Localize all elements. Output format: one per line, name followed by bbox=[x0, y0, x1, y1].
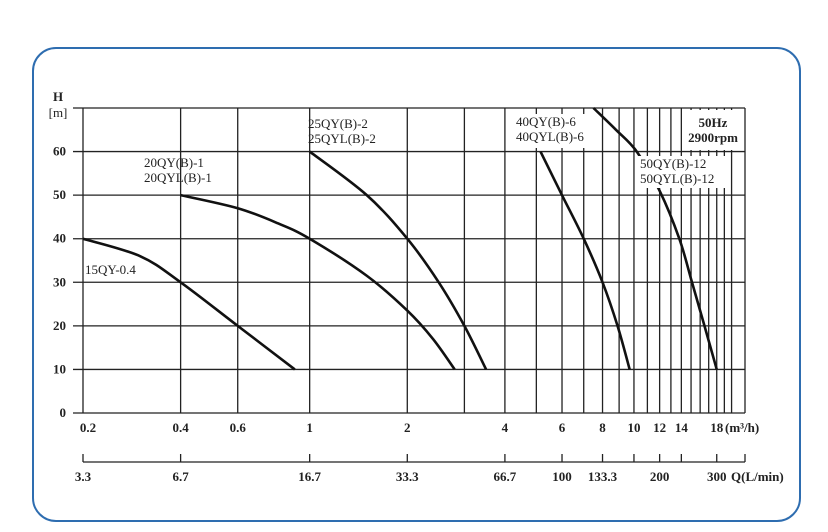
y-tick-label: 10 bbox=[53, 361, 66, 376]
curve-label: 25QY(B)-2 bbox=[308, 116, 368, 131]
curve-label: 40QYL(B)-6 bbox=[516, 129, 584, 144]
y-tick-label: 60 bbox=[53, 144, 66, 159]
x-tick-label: 18 bbox=[710, 420, 724, 435]
x-tick-label: 1 bbox=[306, 420, 313, 435]
curve-label: 50QY(B)-12 bbox=[640, 156, 706, 171]
x-tick-label: 0.2 bbox=[80, 420, 96, 435]
frequency-label: 50Hz bbox=[699, 115, 728, 130]
spec-background bbox=[683, 110, 744, 150]
x-tick-label: 2 bbox=[404, 420, 411, 435]
x2-tick-label: 300 bbox=[707, 469, 727, 484]
curve-label: 20QY(B)-1 bbox=[144, 155, 204, 170]
y-unit-label: [m] bbox=[49, 105, 68, 120]
chart-frame bbox=[32, 47, 801, 522]
x-unit-label: (m³/h) bbox=[725, 420, 759, 435]
x2-tick-label: 16.7 bbox=[298, 469, 321, 484]
curves bbox=[82, 107, 718, 371]
speed-label: 2900rpm bbox=[688, 130, 738, 145]
x2-unit-label: Q(L/min) bbox=[731, 469, 784, 484]
x2-tick-label: 3.3 bbox=[75, 469, 92, 484]
y-tick-label: 40 bbox=[53, 231, 66, 246]
x2-tick-label: 133.3 bbox=[588, 469, 618, 484]
x-tick-label: 14 bbox=[675, 420, 689, 435]
label-background bbox=[636, 156, 728, 188]
grid bbox=[73, 107, 746, 414]
curve-label: 25QYL(B)-2 bbox=[308, 131, 376, 146]
x2-tick-label: 200 bbox=[650, 469, 670, 484]
x-tick-label: 4 bbox=[502, 420, 509, 435]
x-tick-label: 12 bbox=[653, 420, 666, 435]
x2-tick-label: 100 bbox=[552, 469, 572, 484]
curve-20qy-b-1 bbox=[180, 193, 456, 371]
x2-tick-label: 66.7 bbox=[494, 469, 517, 484]
y-tick-label: 30 bbox=[53, 274, 66, 289]
x-tick-label: 8 bbox=[599, 420, 606, 435]
x-tick-label: 0.6 bbox=[230, 420, 247, 435]
curve-label: 20QYL(B)-1 bbox=[144, 170, 212, 185]
x-tick-label: 0.4 bbox=[172, 420, 189, 435]
x2-tick-label: 6.7 bbox=[172, 469, 189, 484]
curve-15qy-0-4 bbox=[82, 237, 296, 371]
x-tick-label: 6 bbox=[559, 420, 566, 435]
y-axis-label: H bbox=[53, 89, 63, 104]
x2-tick-label: 33.3 bbox=[396, 469, 419, 484]
curve-label: 50QYL(B)-12 bbox=[640, 171, 714, 186]
label-background bbox=[508, 114, 598, 148]
y-tick-label: 20 bbox=[53, 318, 66, 333]
curve-25qy-b-2 bbox=[308, 150, 488, 371]
x-tick-label: 10 bbox=[627, 420, 640, 435]
curve-label: 40QY(B)-6 bbox=[516, 114, 576, 129]
curve-label: 15QY-0.4 bbox=[85, 262, 136, 277]
curve-40qy-b-6 bbox=[539, 150, 631, 370]
y-tick-label: 0 bbox=[60, 405, 67, 420]
curve-50qy-b-12 bbox=[592, 107, 718, 370]
y-tick-label: 50 bbox=[53, 187, 66, 202]
